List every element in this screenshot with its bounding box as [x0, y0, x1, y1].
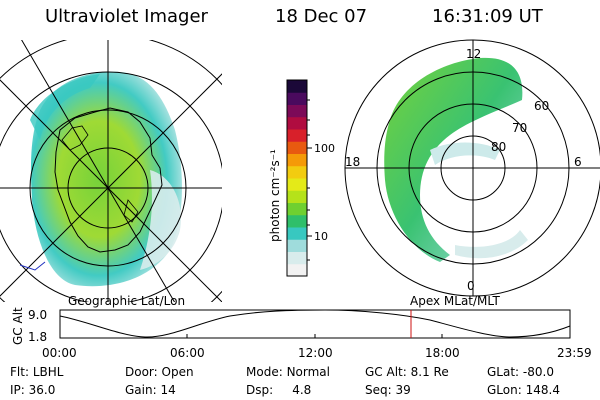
polar-aurora-fringe [430, 142, 500, 165]
status-gc-alt: GC Alt: 8.1 Re [365, 365, 449, 379]
altitude-xtick-1: 06:00 [170, 346, 205, 360]
colorbar-cell [287, 129, 307, 142]
colorbar-cell [287, 92, 307, 105]
polar-lat-label-70: 70 [512, 121, 527, 135]
altitude-ytick-min: 1.8 [28, 330, 47, 344]
altitude-xtick-4: 23:59 [557, 346, 592, 360]
colorbar-cell [287, 104, 307, 118]
geo-aurora-fringe [30, 74, 100, 140]
geo-aurora-speckle [140, 170, 181, 270]
polar-mlt-label-6: 6 [574, 155, 582, 169]
geo-coastline [54, 107, 163, 253]
altitude-xtick-0: 00:00 [42, 346, 77, 360]
altitude-xtick-2: 12:00 [298, 346, 333, 360]
altitude-plot-frame [59, 309, 571, 339]
time-label: 16:31:09 UT [432, 6, 543, 27]
colorbar-cell [287, 178, 307, 191]
geo-coast-blue [19, 261, 46, 271]
altitude-ylabel: GC Alt [11, 307, 25, 345]
polar-map [344, 39, 600, 297]
colorbar-cell [287, 263, 307, 277]
status-glat: GLat: -80.0 [487, 365, 554, 379]
colorbar-cell [287, 202, 307, 216]
polar-mlt-label-12: 12 [466, 47, 481, 61]
polar-mlt-label-18: 18 [345, 155, 360, 169]
colorbar-cell [287, 214, 307, 228]
colorbar [287, 80, 307, 277]
status-gain: Gain: 14 [125, 383, 176, 397]
colorbar-cell [287, 165, 307, 179]
altitude-xtick-3: 18:00 [425, 346, 460, 360]
polar-lat-label-60: 60 [534, 99, 549, 113]
colorbar-cell [287, 80, 307, 93]
altitude-plot [59, 309, 571, 339]
geo-map-label: Geographic Lat/Lon [68, 294, 185, 308]
geo-aurora-image [30, 71, 182, 287]
status-seq: Seq: 39 [365, 383, 411, 397]
altitude-ytick-max: 9.0 [28, 308, 47, 322]
colorbar-tick-10: 10 [314, 230, 328, 243]
polar-lat-label-80: 80 [491, 140, 506, 154]
status-glon: GLon: 148.4 [487, 383, 560, 397]
status-ip: IP: 36.0 [10, 383, 56, 397]
polar-map-label: Apex MLat/MLT [410, 294, 500, 308]
geographic-map [0, 40, 222, 302]
altitude-curve [59, 309, 571, 338]
colorbar-cell [287, 190, 307, 203]
status-door: Door: Open [125, 365, 194, 379]
status-mode: Mode: Normal [246, 365, 330, 379]
colorbar-cell [287, 227, 307, 240]
colorbar-cell [287, 116, 307, 130]
date-label: 18 Dec 07 [275, 6, 368, 27]
colorbar-cell [287, 239, 307, 252]
status-dsp: Dsp: 4.8 [246, 383, 312, 397]
colorbar-cell [287, 141, 307, 154]
colorbar-ticks [307, 99, 312, 261]
status-flt: Flt: LBHL [10, 365, 64, 379]
colorbar-cell [287, 153, 307, 167]
colorbar-unit-label: photon cm⁻²s⁻¹ [268, 149, 282, 242]
geo-coastline-detail [61, 125, 139, 223]
polar-aurora-image [384, 57, 523, 262]
polar-mlt-label-0: 0 [467, 279, 475, 293]
instrument-title: Ultraviolet Imager [45, 6, 208, 27]
polar-aurora-speckle [455, 230, 528, 259]
colorbar-cell [287, 251, 307, 265]
colorbar-frame [286, 79, 308, 277]
colorbar-tick-100: 100 [314, 142, 335, 155]
